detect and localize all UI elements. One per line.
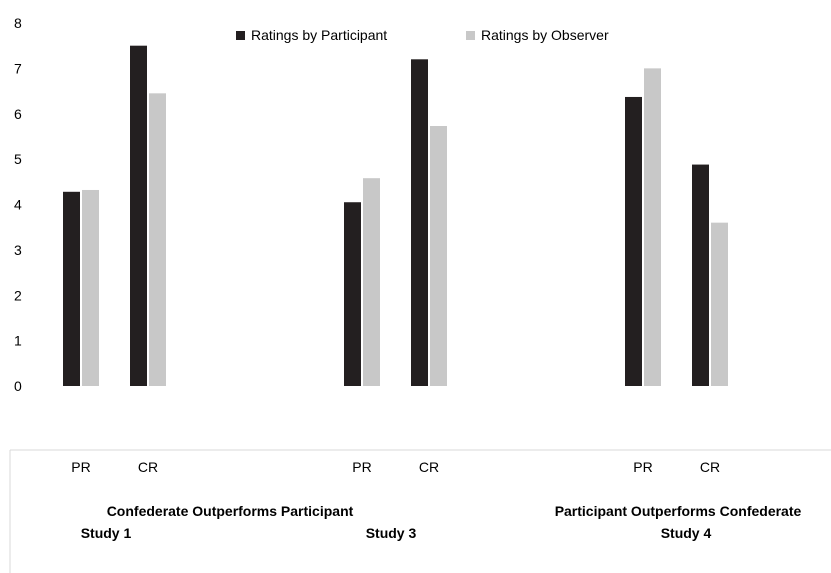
y-tick-label: 7 [14,60,22,76]
bars [63,45,728,387]
group-label-condition: Participant Outperforms Confederate [555,503,802,519]
bar-observer [644,68,661,386]
x-axis: PR CR PR CR PR CR [71,459,720,475]
x-category-label: PR [71,459,90,475]
bar-participant [411,59,428,387]
group-label-study: Study 3 [366,525,417,541]
y-axis: 0 1 2 3 4 5 6 7 8 [14,15,22,394]
y-tick-label: 0 [14,378,22,394]
legend-label: Ratings by Participant [251,27,387,43]
bar-observer [82,189,99,386]
group-label-study: Study 1 [81,525,132,541]
bar-observer [363,178,380,386]
y-tick-label: 4 [14,197,22,213]
x-category-label: CR [138,459,158,475]
x-category-label: CR [700,459,720,475]
y-tick-label: 5 [14,151,22,167]
y-tick-label: 1 [14,333,22,349]
y-tick-label: 8 [14,15,22,31]
bar-observer [149,93,166,387]
x-category-label: CR [419,459,439,475]
bar-participant [692,164,709,386]
bar-participant [344,202,361,386]
y-tick-label: 2 [14,287,22,303]
legend-swatch [466,31,475,40]
legend-label: Ratings by Observer [481,27,609,43]
group-labels: Confederate Outperforms Participant Study… [81,503,802,541]
y-tick-label: 6 [14,106,22,122]
y-tick-label: 3 [14,242,22,258]
legend-swatch [236,31,245,40]
bar-observer [711,222,728,386]
bar-participant [63,191,80,386]
chart-frame [9,449,831,573]
bar-observer [430,126,447,386]
group-label-condition: Confederate Outperforms Participant [107,503,354,519]
bar-participant [130,45,147,386]
group-label-study: Study 4 [661,525,712,541]
legend: Ratings by Participant Ratings by Observe… [236,27,609,43]
x-category-label: PR [352,459,371,475]
bar-participant [625,96,642,387]
x-category-label: PR [633,459,652,475]
